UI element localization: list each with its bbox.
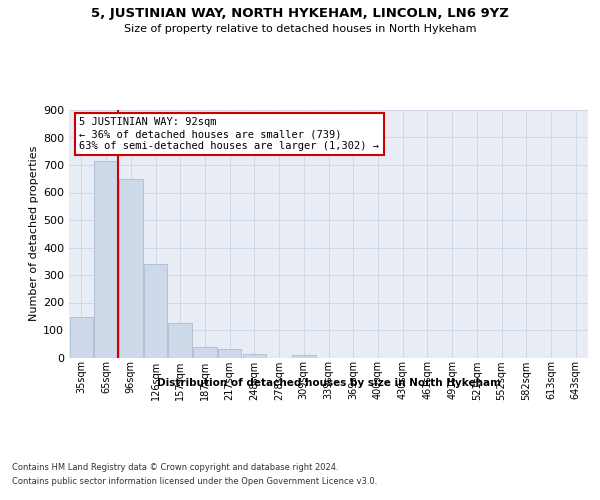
Bar bbox=[70, 317, 93, 358]
Text: Size of property relative to detached houses in North Hykeham: Size of property relative to detached ho… bbox=[124, 24, 476, 34]
Text: Contains HM Land Registry data © Crown copyright and database right 2024.: Contains HM Land Registry data © Crown c… bbox=[12, 462, 338, 471]
Bar bbox=[144, 264, 167, 358]
Text: 5 JUSTINIAN WAY: 92sqm
← 36% of detached houses are smaller (739)
63% of semi-de: 5 JUSTINIAN WAY: 92sqm ← 36% of detached… bbox=[79, 118, 379, 150]
Bar bbox=[193, 347, 217, 358]
Bar bbox=[242, 354, 266, 358]
Bar bbox=[94, 161, 118, 358]
Text: 5, JUSTINIAN WAY, NORTH HYKEHAM, LINCOLN, LN6 9YZ: 5, JUSTINIAN WAY, NORTH HYKEHAM, LINCOLN… bbox=[91, 8, 509, 20]
Text: Distribution of detached houses by size in North Hykeham: Distribution of detached houses by size … bbox=[157, 378, 501, 388]
Bar bbox=[292, 356, 316, 358]
Bar bbox=[169, 323, 192, 358]
Bar bbox=[218, 349, 241, 358]
Bar bbox=[119, 180, 143, 358]
Y-axis label: Number of detached properties: Number of detached properties bbox=[29, 146, 39, 322]
Text: Contains public sector information licensed under the Open Government Licence v3: Contains public sector information licen… bbox=[12, 478, 377, 486]
